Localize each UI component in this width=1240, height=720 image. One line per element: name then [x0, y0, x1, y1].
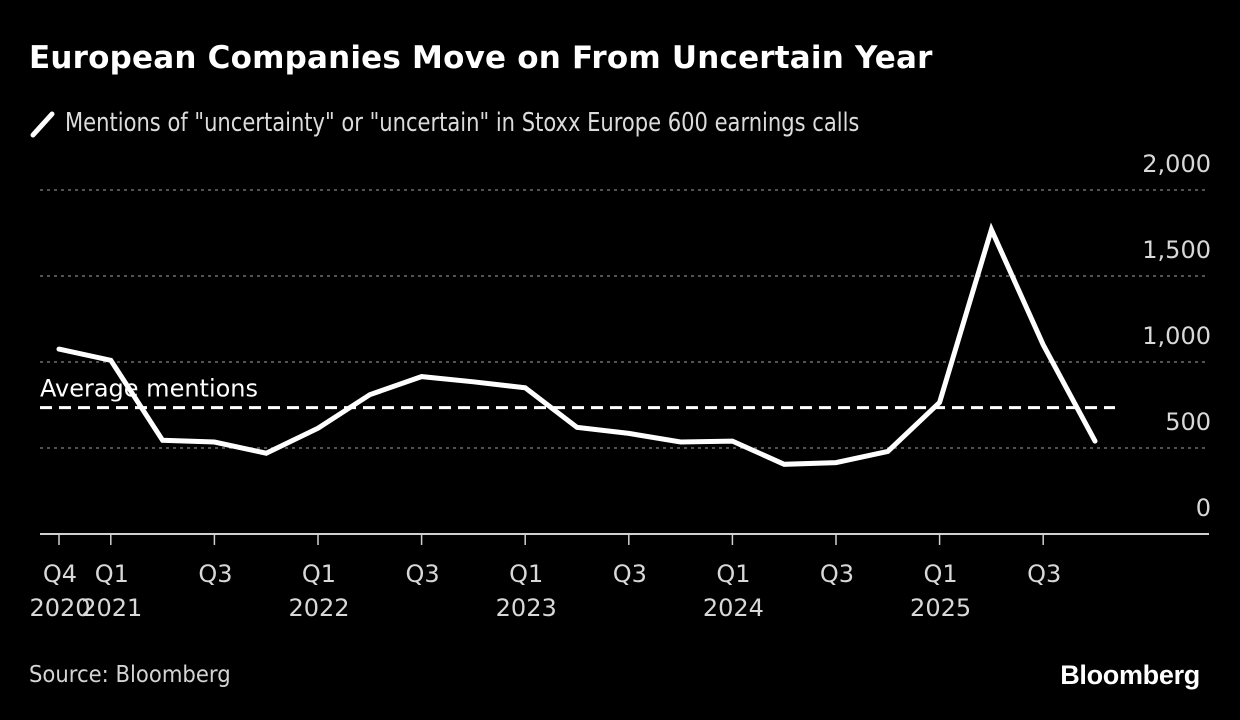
y-tick-label: 0 [1196, 494, 1211, 522]
y-tick-label: 500 [1165, 408, 1211, 436]
x-tick-label-year: 2021 [81, 594, 142, 622]
x-tick-label-year: 2023 [496, 594, 557, 622]
x-tick-label-year: 2025 [910, 594, 971, 622]
y-tick-label: 1,000 [1142, 322, 1211, 350]
x-tick-label-quarter: Q3 [613, 560, 647, 588]
x-tick-label-quarter: Q1 [509, 560, 543, 588]
source-note: Source: Bloomberg [29, 662, 231, 688]
x-tick-label-quarter: Q4 [43, 560, 77, 588]
series [56, 222, 1098, 467]
series-line [56, 222, 1098, 467]
line-swatch-icon [29, 106, 57, 140]
legend: Mentions of "uncertainty" or "uncertain"… [29, 106, 948, 140]
y-tick-label: 2,000 [1142, 150, 1211, 178]
x-tick-label-quarter: Q3 [406, 560, 440, 588]
average-line-label: Average mentions [40, 375, 258, 403]
reference-lines: Average mentions [40, 375, 1115, 410]
x-tick-label-quarter: Q3 [198, 560, 232, 588]
legend-label: Mentions of "uncertainty" or "uncertain"… [65, 108, 860, 138]
x-tick-label-quarter: Q3 [820, 560, 854, 588]
y-axis: 0 500 1,000 1,500 2,000 [1142, 150, 1211, 522]
bloomberg-logo: Bloomberg [1060, 660, 1200, 690]
x-tick-label-quarter: Q1 [716, 560, 750, 588]
x-tick-label-quarter: Q3 [1027, 560, 1061, 588]
x-tick-label-quarter: Q1 [95, 560, 129, 588]
x-tick-label-quarter: Q1 [924, 560, 958, 588]
chart-title: European Companies Move on From Uncertai… [29, 40, 933, 76]
x-tick-label-year: 2024 [703, 594, 764, 622]
x-tick-label-year: 2020 [29, 594, 90, 622]
y-tick-label: 1,500 [1142, 236, 1211, 264]
x-tick-label-year: 2022 [288, 594, 349, 622]
x-tick-label-quarter: Q1 [302, 560, 336, 588]
